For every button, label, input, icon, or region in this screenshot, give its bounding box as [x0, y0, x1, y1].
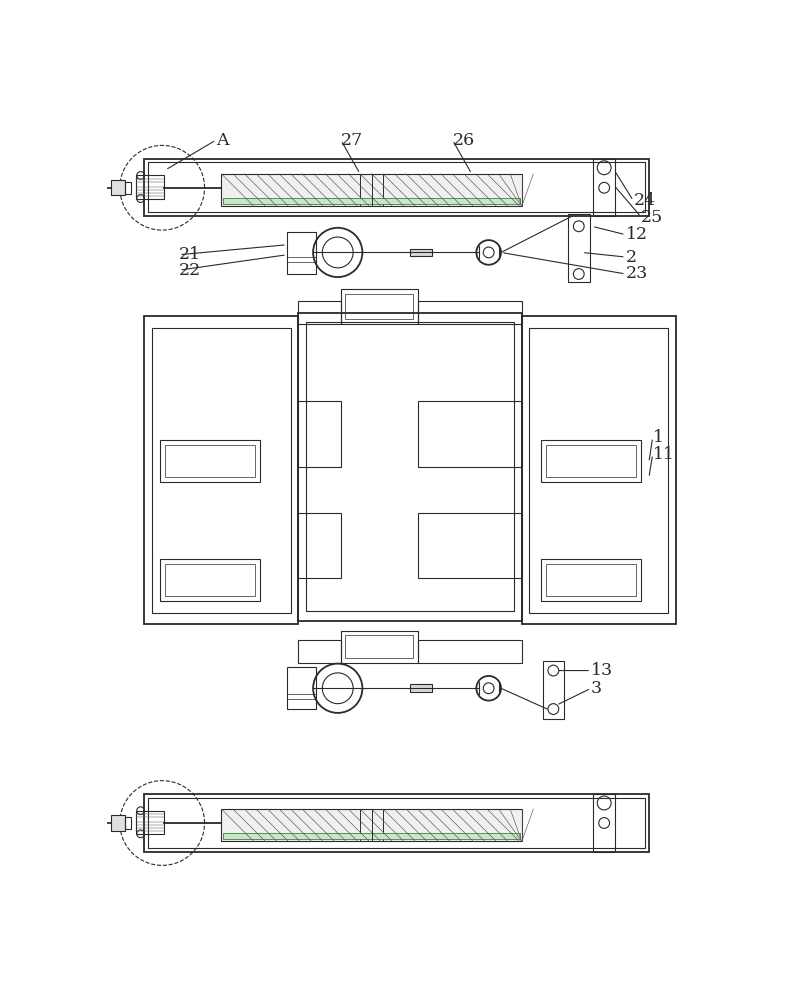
Bar	[360, 809, 383, 841]
Text: 22: 22	[179, 262, 201, 279]
Bar	[148, 162, 645, 212]
Text: 2: 2	[626, 249, 637, 266]
Text: 11: 11	[653, 446, 674, 463]
Bar	[287, 232, 316, 274]
Bar	[410, 249, 432, 256]
Bar	[299, 513, 341, 578]
Bar	[222, 174, 521, 206]
Text: 25: 25	[641, 209, 663, 226]
Bar	[160, 440, 260, 482]
Bar	[418, 301, 521, 324]
Bar	[136, 175, 163, 199]
Bar	[144, 794, 649, 852]
Bar	[165, 564, 255, 596]
Bar	[529, 328, 668, 613]
Bar	[418, 513, 521, 578]
Bar	[594, 158, 615, 216]
Text: 23: 23	[626, 265, 648, 282]
Text: 13: 13	[591, 662, 614, 679]
Bar	[418, 640, 521, 663]
Text: 24: 24	[634, 192, 655, 209]
Bar	[125, 182, 131, 194]
Bar	[299, 640, 341, 663]
Bar	[546, 564, 636, 596]
Bar	[148, 798, 645, 848]
Bar	[521, 316, 676, 624]
Bar	[345, 635, 413, 658]
Bar	[152, 328, 291, 613]
Bar	[144, 316, 299, 624]
Bar	[299, 401, 341, 466]
Bar	[299, 312, 521, 620]
Bar	[594, 794, 615, 852]
Bar	[111, 180, 125, 195]
Bar	[111, 815, 125, 831]
Bar	[299, 301, 341, 324]
Bar	[223, 833, 520, 839]
Bar	[410, 684, 432, 692]
Text: 26: 26	[453, 132, 475, 149]
Bar	[125, 817, 131, 829]
Bar	[165, 445, 255, 477]
Bar	[418, 401, 521, 466]
Text: 21: 21	[179, 246, 201, 263]
Bar	[360, 174, 383, 206]
Bar	[546, 445, 636, 477]
Bar	[341, 631, 418, 663]
Bar	[306, 322, 514, 611]
Bar	[160, 559, 260, 601]
Bar	[345, 294, 413, 319]
Text: 1: 1	[653, 429, 664, 446]
Bar	[568, 214, 590, 282]
Bar	[144, 158, 649, 216]
Bar	[541, 559, 641, 601]
Bar	[541, 440, 641, 482]
Text: A: A	[216, 132, 228, 149]
Text: 3: 3	[591, 680, 602, 697]
Text: 27: 27	[341, 132, 363, 149]
Bar	[287, 667, 316, 709]
Bar	[223, 198, 520, 204]
Bar	[341, 289, 418, 324]
Bar	[136, 811, 163, 834]
Bar	[542, 661, 564, 719]
Bar	[222, 809, 521, 841]
Text: 12: 12	[626, 226, 648, 243]
